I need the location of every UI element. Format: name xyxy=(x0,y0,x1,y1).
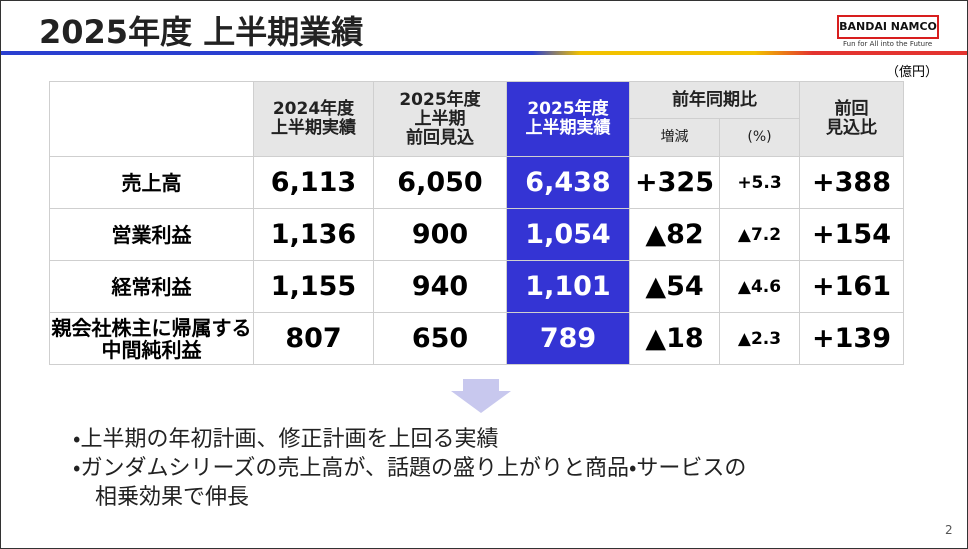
bullet: ・上半期の年初計画、修正計画を上回る実績 xyxy=(73,427,499,452)
cell: 6,438 xyxy=(506,156,630,209)
table-row: 営業利益 1,136 900 1,054 ▲82 ▲7.2 +154 xyxy=(49,208,904,261)
column-header: 前年同期比 xyxy=(629,81,800,119)
subcolumn-header: (%) xyxy=(719,118,800,157)
cell: 940 xyxy=(373,260,507,313)
cell: +5.3 xyxy=(719,156,800,209)
row-label: 親会社株主に帰属する 中間純利益 xyxy=(49,312,254,365)
cell: ▲54 xyxy=(629,260,720,313)
cell: 1,136 xyxy=(253,208,374,261)
column-header: 2025年度 上半期実績 xyxy=(506,81,630,157)
row-label: 営業利益 xyxy=(49,208,254,261)
cell: ▲18 xyxy=(629,312,720,365)
logo: BANDAI NAMCO xyxy=(837,15,939,39)
title: 2025年度 上半期業績 xyxy=(39,13,364,51)
cell: 807 xyxy=(253,312,374,365)
bullet-list: ・上半期の年初計画、修正計画を上回る実績・ガンダムシリーズの売上高が、話題の盛り… xyxy=(73,425,746,512)
cell: 789 xyxy=(506,312,630,365)
cell: ▲4.6 xyxy=(719,260,800,313)
subcolumn-header: 増減 xyxy=(629,118,720,157)
column-header: 2024年度 上半期実績 xyxy=(253,81,374,157)
column-header: 前回 見込比 xyxy=(799,81,904,157)
cell: 900 xyxy=(373,208,507,261)
cell: +139 xyxy=(799,312,904,365)
tagline: Fun for All into the Future xyxy=(843,40,933,48)
page-number: 2 xyxy=(945,523,953,537)
cell: ▲2.3 xyxy=(719,312,800,365)
down-arrow xyxy=(451,379,511,413)
cell: 6,050 xyxy=(373,156,507,209)
cell: ▲7.2 xyxy=(719,208,800,261)
corner-cell xyxy=(49,81,254,157)
table-row: 売上高 6,113 6,050 6,438 +325 +5.3 +388 xyxy=(49,156,904,209)
table-row: 経常利益 1,155 940 1,101 ▲54 ▲4.6 +161 xyxy=(49,260,904,313)
cell: +154 xyxy=(799,208,904,261)
table-row: 親会社株主に帰属する 中間純利益 807 650 789 ▲18 ▲2.3 +139 xyxy=(49,312,904,365)
column-header: 2025年度 上半期 前回見込 xyxy=(373,81,507,157)
row-label: 売上高 xyxy=(49,156,254,209)
cell: +161 xyxy=(799,260,904,313)
table-body: 売上高 6,113 6,050 6,438 +325 +5.3 +388 営業利益 1,136 9… xyxy=(49,156,904,365)
cell: 1,101 xyxy=(506,260,630,313)
cell: ▲82 xyxy=(629,208,720,261)
cell: +388 xyxy=(799,156,904,209)
cell: 1,155 xyxy=(253,260,374,313)
cell: 1,054 xyxy=(506,208,630,261)
cell: +325 xyxy=(629,156,720,209)
row-label: 経常利益 xyxy=(49,260,254,313)
color-bar xyxy=(1,51,967,55)
cell: 6,113 xyxy=(253,156,374,209)
results-table: 2024年度 上半期実績 2025年度 上半期 前回見込 2025年度 上半期実… xyxy=(49,81,904,365)
unit: （億円） xyxy=(886,65,939,80)
bullet: ・ガンダムシリーズの売上高が、話題の盛り上がりと商品・サービスの 相乗効果で伸長 xyxy=(73,456,747,510)
cell: 650 xyxy=(373,312,507,365)
